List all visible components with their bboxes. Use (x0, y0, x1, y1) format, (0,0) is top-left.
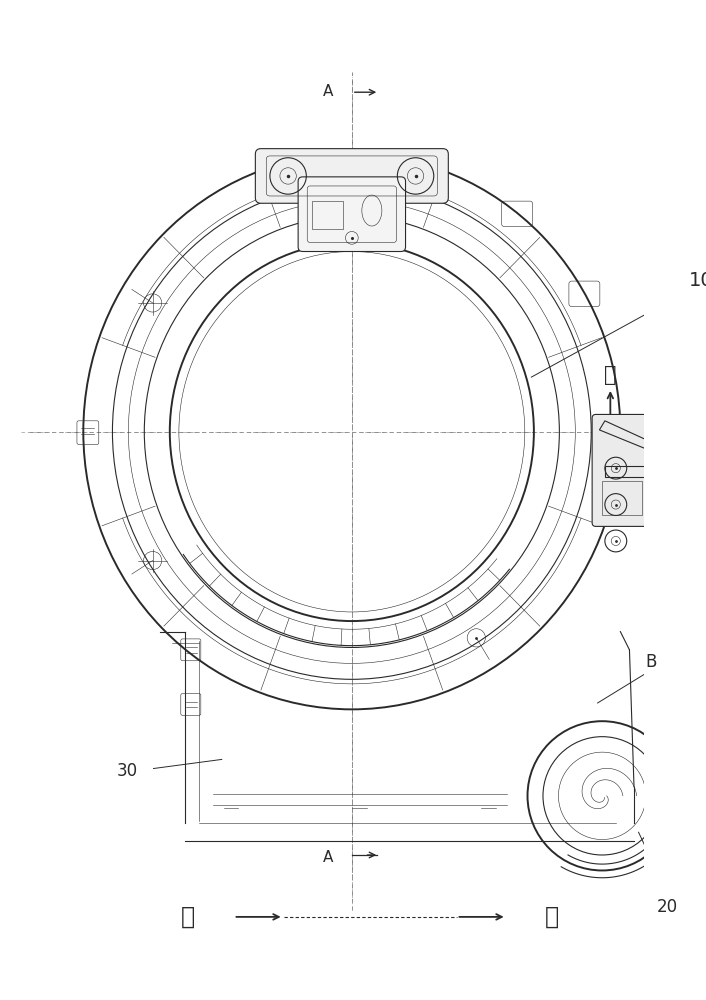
Text: 上: 上 (604, 366, 616, 385)
Text: A: A (323, 84, 333, 99)
Bar (312, 201, 342, 229)
Bar (602, 481, 642, 515)
Text: 20: 20 (657, 898, 678, 916)
Text: 下: 下 (604, 497, 616, 516)
FancyBboxPatch shape (298, 177, 405, 252)
Text: A: A (323, 850, 333, 865)
Text: 右: 右 (545, 905, 559, 928)
Text: 30: 30 (117, 762, 138, 780)
FancyBboxPatch shape (256, 149, 448, 203)
Text: B: B (646, 653, 657, 671)
FancyBboxPatch shape (592, 414, 652, 526)
Text: 左: 左 (181, 905, 195, 928)
Text: 10: 10 (688, 271, 706, 290)
